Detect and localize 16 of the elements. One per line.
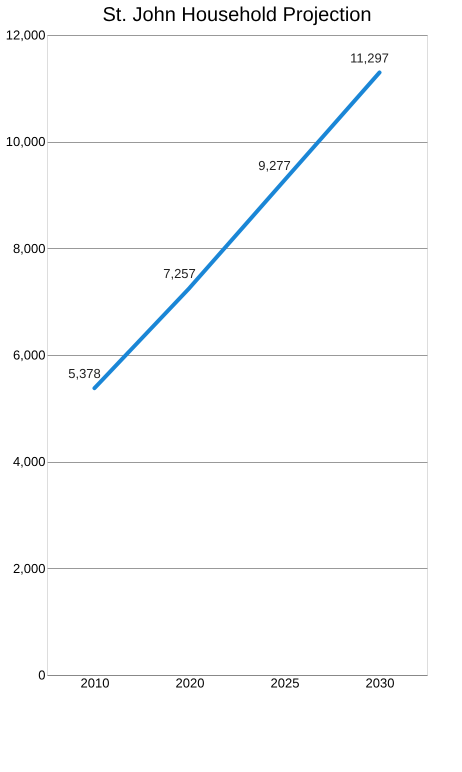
x-tick-label: 2030: [366, 676, 394, 690]
data-label: 5,378: [68, 366, 101, 382]
y-tick-label: 0: [38, 668, 46, 682]
y-tick-label: 6,000: [12, 348, 46, 362]
y-tick-label: 10,000: [6, 134, 46, 150]
x-tick-label: 2025: [270, 676, 300, 690]
y-tick-label: 12,000: [6, 28, 46, 42]
x-tick-label: 2020: [176, 676, 204, 690]
y-tick-label: 2,000: [12, 560, 46, 576]
data-label: 7,257: [163, 266, 196, 281]
data-label: 11,297: [350, 50, 389, 66]
data-label: 9,277: [258, 158, 291, 174]
chart-title: St. John Household Projection: [102, 4, 372, 26]
y-tick-label: 8,000: [12, 240, 46, 256]
x-tick-label: 2010: [80, 676, 110, 690]
y-tick-label: 4,000: [12, 454, 46, 470]
